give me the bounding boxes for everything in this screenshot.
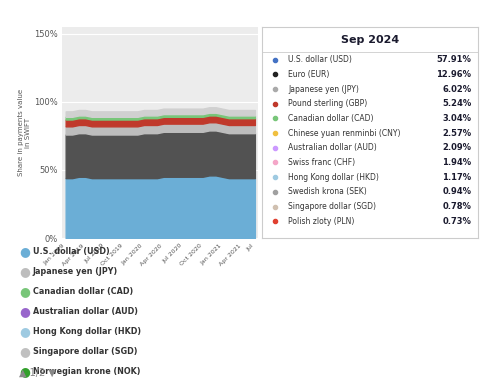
Text: Canadian dollar (CAD): Canadian dollar (CAD): [288, 114, 373, 123]
Y-axis label: Share in payments value
in SWIFT: Share in payments value in SWIFT: [18, 89, 31, 176]
Text: Japanese yen (JPY): Japanese yen (JPY): [288, 84, 359, 94]
Text: U.S. dollar (USD): U.S. dollar (USD): [33, 247, 109, 256]
Text: 5.24%: 5.24%: [442, 99, 471, 108]
Text: ●: ●: [19, 365, 30, 378]
Text: Japanese yen (JPY): Japanese yen (JPY): [33, 267, 118, 276]
Text: Norwegian krone (NOK): Norwegian krone (NOK): [33, 367, 140, 376]
Text: 12.96%: 12.96%: [436, 70, 471, 79]
Text: Chinese yuan renminbi (CNY): Chinese yuan renminbi (CNY): [288, 129, 401, 137]
Text: ●: ●: [19, 305, 30, 318]
Text: Swedish krona (SEK): Swedish krona (SEK): [288, 187, 367, 196]
Text: 1.94%: 1.94%: [442, 158, 471, 167]
Text: Euro (EUR): Euro (EUR): [288, 70, 329, 79]
Text: 6.02%: 6.02%: [442, 84, 471, 94]
Text: Pound sterling (GBP): Pound sterling (GBP): [288, 99, 367, 108]
Text: 2.57%: 2.57%: [442, 129, 471, 137]
Text: Sep 2024: Sep 2024: [341, 35, 399, 45]
Text: Canadian dollar (CAD): Canadian dollar (CAD): [33, 287, 133, 296]
Text: 0.78%: 0.78%: [442, 202, 471, 211]
Text: Polish zloty (PLN): Polish zloty (PLN): [288, 217, 355, 226]
Text: ▲ 1/2 ▼: ▲ 1/2 ▼: [19, 368, 56, 378]
Text: Swiss franc (CHF): Swiss franc (CHF): [288, 158, 355, 167]
Text: Hong Kong dollar (HKD): Hong Kong dollar (HKD): [288, 173, 379, 182]
Text: 3.04%: 3.04%: [442, 114, 471, 123]
Text: 57.91%: 57.91%: [436, 55, 471, 64]
Text: Australian dollar (AUD): Australian dollar (AUD): [288, 143, 377, 152]
Text: 0.94%: 0.94%: [442, 187, 471, 196]
Text: ●: ●: [19, 265, 30, 278]
Text: 2.09%: 2.09%: [442, 143, 471, 152]
Text: Australian dollar (AUD): Australian dollar (AUD): [33, 307, 138, 316]
Text: 1.17%: 1.17%: [442, 173, 471, 182]
Text: ●: ●: [19, 285, 30, 298]
Text: Hong Kong dollar (HKD): Hong Kong dollar (HKD): [33, 327, 141, 336]
Text: ●: ●: [19, 325, 30, 338]
Text: ●: ●: [19, 345, 30, 358]
Text: Singapore dollar (SGD): Singapore dollar (SGD): [288, 202, 376, 211]
Text: U.S. dollar (USD): U.S. dollar (USD): [288, 55, 352, 64]
Text: ●: ●: [19, 245, 30, 258]
Text: Singapore dollar (SGD): Singapore dollar (SGD): [33, 347, 137, 356]
Text: 0.73%: 0.73%: [442, 217, 471, 226]
